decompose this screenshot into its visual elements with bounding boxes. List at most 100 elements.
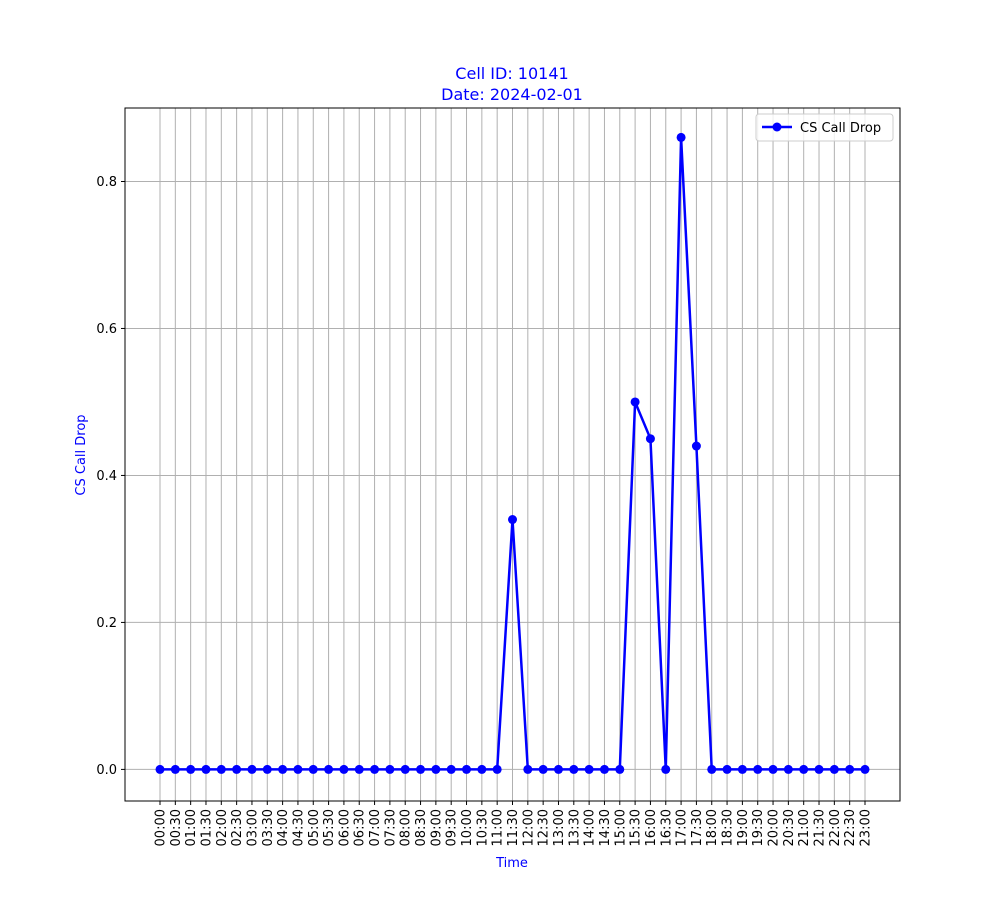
legend-label: CS Call Drop (800, 121, 881, 136)
x-tick-label: 18:30 (721, 809, 736, 846)
x-tick-label: 13:00 (552, 809, 567, 846)
x-tick-label: 03:30 (261, 809, 276, 846)
data-point (630, 397, 640, 407)
data-point (339, 764, 349, 774)
legend-marker-swatch (772, 122, 782, 132)
x-tick-label: 15:00 (613, 809, 628, 846)
data-point (186, 764, 196, 774)
data-point (354, 764, 364, 774)
y-tick-label: 0.8 (96, 175, 117, 190)
x-tick-label: 22:30 (843, 809, 858, 846)
data-point (324, 764, 334, 774)
x-tick-label: 09:00 (429, 809, 444, 846)
y-tick-label: 0.6 (96, 322, 117, 337)
y-tick-label: 0.4 (96, 469, 117, 484)
legend: CS Call Drop (755, 113, 894, 142)
y-tick-label: 0.0 (96, 763, 117, 778)
data-point (753, 764, 763, 774)
data-point (829, 764, 839, 774)
data-point (538, 764, 548, 774)
x-tick-label: 00:00 (154, 809, 169, 846)
data-point (845, 764, 855, 774)
data-point (308, 764, 318, 774)
x-tick-label: 06:30 (353, 809, 368, 846)
x-axis-ticks: 00:00 00:30 01:00 01:30 02:00 02:30 03:00 03:30… (154, 801, 874, 846)
x-tick-label: 03:00 (245, 809, 260, 846)
x-tick-label: 20:30 (782, 809, 797, 846)
x-tick-label: 01:30 (199, 809, 214, 846)
x-tick-label: 18:00 (705, 809, 720, 846)
x-tick-label: 00:30 (169, 809, 184, 846)
data-point (155, 764, 165, 774)
x-tick-label: 09:30 (445, 809, 460, 846)
data-point (722, 764, 732, 774)
data-point (799, 764, 809, 774)
x-tick-label: 22:00 (828, 809, 843, 846)
y-axis-ticks: 0.0 0.2 0.4 0.6 0.8 (96, 175, 125, 778)
data-point (416, 764, 426, 774)
x-tick-label: 11:30 (506, 809, 521, 846)
x-tick-label: 23:00 (859, 809, 874, 846)
data-point (477, 764, 487, 774)
x-tick-label: 21:00 (797, 809, 812, 846)
data-point (385, 764, 395, 774)
data-point (462, 764, 472, 774)
data-point (247, 764, 257, 774)
x-tick-label: 14:30 (598, 809, 613, 846)
x-tick-label: 12:30 (537, 809, 552, 846)
data-point (431, 764, 441, 774)
x-tick-label: 08:00 (399, 809, 414, 846)
data-point (661, 764, 671, 774)
data-point (293, 764, 303, 774)
data-point (691, 441, 701, 451)
x-tick-label: 02:30 (230, 809, 245, 846)
x-tick-label: 17:30 (690, 809, 705, 846)
data-point (768, 764, 778, 774)
x-tick-label: 08:30 (414, 809, 429, 846)
data-point (262, 764, 272, 774)
x-tick-label: 17:00 (675, 809, 690, 846)
x-tick-label: 06:00 (337, 809, 352, 846)
x-tick-label: 15:30 (629, 809, 644, 846)
data-point (170, 764, 180, 774)
data-point (645, 434, 655, 444)
data-point (278, 764, 288, 774)
x-tick-label: 10:30 (475, 809, 490, 846)
data-point (783, 764, 793, 774)
x-tick-label: 19:00 (736, 809, 751, 846)
x-tick-label: 14:00 (583, 809, 598, 846)
x-axis-title: Time (495, 856, 528, 871)
x-tick-label: 05:30 (322, 809, 337, 846)
data-point (553, 764, 563, 774)
x-tick-label: 16:30 (659, 809, 674, 846)
data-point (201, 764, 211, 774)
chart-title-line-2: Date: 2024-02-01 (441, 85, 583, 104)
data-point (707, 764, 717, 774)
y-tick-label: 0.2 (96, 616, 117, 631)
data-point (676, 132, 686, 142)
data-point (446, 764, 456, 774)
x-tick-label: 07:00 (368, 809, 383, 846)
x-tick-label: 05:00 (307, 809, 322, 846)
legend-box (755, 113, 894, 142)
data-point (599, 764, 609, 774)
data-point (737, 764, 747, 774)
x-tick-label: 10:00 (460, 809, 475, 846)
y-axis-title: CS Call Drop (74, 414, 89, 495)
data-point (615, 764, 625, 774)
x-tick-label: 16:00 (644, 809, 659, 846)
x-tick-label: 04:00 (276, 809, 291, 846)
data-point (814, 764, 824, 774)
x-tick-label: 02:00 (215, 809, 230, 846)
x-tick-label: 11:00 (491, 809, 506, 846)
grid-lines (125, 108, 900, 801)
series-cs-call-drop (155, 132, 870, 774)
x-tick-label: 07:30 (383, 809, 398, 846)
x-tick-label: 13:30 (567, 809, 582, 846)
x-tick-label: 21:30 (813, 809, 828, 846)
x-tick-label: 12:00 (521, 809, 536, 846)
data-point (232, 764, 242, 774)
data-point (370, 764, 380, 774)
